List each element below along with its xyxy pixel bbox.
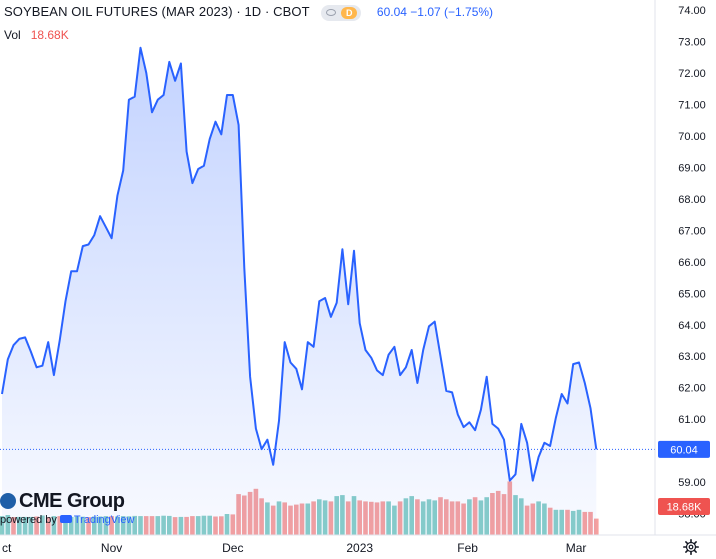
price-tick-label: 63.00 — [678, 351, 706, 363]
svg-text:18.68K: 18.68K — [667, 502, 703, 514]
last-price: 60.04 — [376, 5, 407, 19]
cme-logo[interactable]: CME Group powered by TradingView — [0, 490, 160, 526]
time-tick-label: Nov — [101, 541, 122, 555]
price-tick-label: 61.00 — [678, 414, 706, 426]
last-price-tag: 60.04 — [658, 440, 710, 458]
tradingview-name: TradingView — [73, 514, 135, 526]
volume-legend: Vol 18.68K — [4, 28, 69, 42]
price-tick-label: 70.00 — [678, 131, 706, 143]
volume-label: Vol — [4, 28, 21, 42]
volume-tag: 18.68K — [658, 498, 710, 515]
powered-by: powered by — [0, 514, 57, 526]
price-tick-label: 68.00 — [678, 194, 706, 206]
svg-text:60.04: 60.04 — [670, 444, 698, 456]
time-tick-label: Feb — [457, 541, 478, 555]
price-tick-label: 71.00 — [678, 99, 706, 111]
price-tick-label: 66.00 — [678, 257, 706, 269]
symbol-title: SOYBEAN OIL FUTURES (MAR 2023) · 1D · CB… — [4, 4, 310, 19]
time-tick-label: 2023 — [346, 541, 373, 555]
price-tick-label: 73.00 — [678, 37, 706, 49]
price-tick-label: 72.00 — [678, 68, 706, 80]
globe-icon — [0, 493, 16, 509]
delayed-badge: D — [341, 6, 358, 19]
time-axis: ct Nov Dec 2023 Feb Mar — [2, 541, 586, 555]
price-change-pct: (−1.75%) — [444, 5, 494, 19]
price-tick-label: 62.00 — [678, 383, 706, 395]
visibility-toggle[interactable]: D — [321, 4, 362, 21]
time-tick-label: Dec — [222, 541, 243, 555]
price-tick-label: 69.00 — [678, 162, 706, 174]
price-line — [1, 46, 598, 482]
brand-name: CME Group — [19, 490, 125, 512]
price-tick-label: 74.00 — [678, 5, 706, 17]
quote-values: 60.04 −1.07 (−1.75%) — [377, 5, 493, 19]
time-tick-label: ct — [2, 541, 12, 555]
time-tick-label: Mar — [566, 541, 587, 555]
volume-value: 18.68K — [30, 28, 69, 42]
price-tick-label: 59.00 — [678, 477, 706, 489]
tradingview-icon — [59, 515, 72, 523]
price-tick-label: 67.00 — [678, 225, 706, 237]
price-tick-label: 65.00 — [678, 288, 706, 300]
eye-icon — [326, 8, 337, 16]
price-change: −1.07 — [410, 5, 441, 19]
price-tick-label: 64.00 — [678, 320, 706, 332]
price-area — [2, 47, 597, 536]
chart-legend: SOYBEAN OIL FUTURES (MAR 2023) · 1D · CB… — [4, 4, 493, 21]
gear-icon[interactable] — [683, 539, 699, 555]
